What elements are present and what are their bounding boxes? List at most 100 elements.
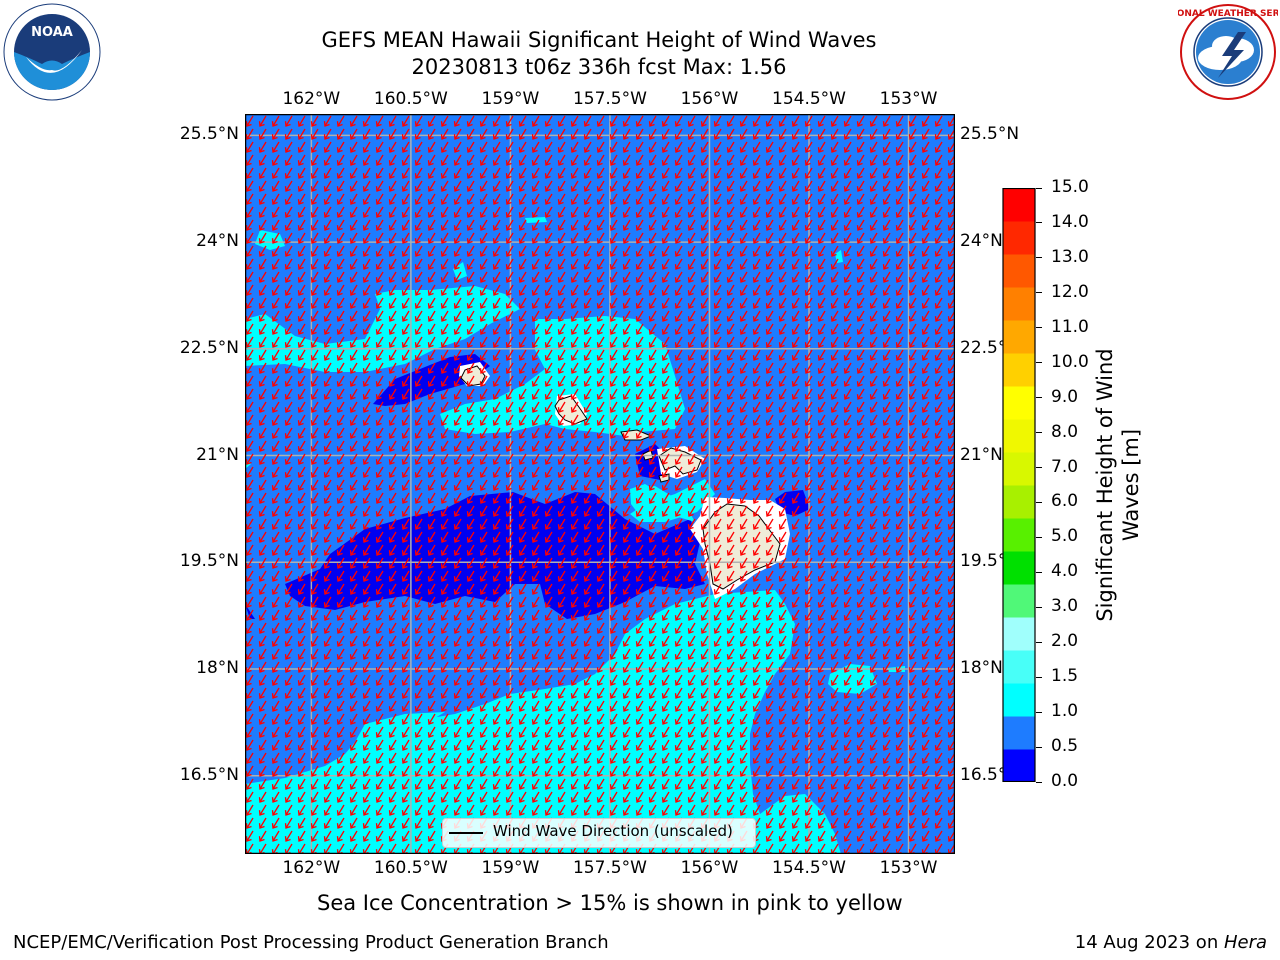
wave-direction-arrow: [583, 453, 592, 465]
wave-direction-arrow: [752, 661, 761, 673]
wave-direction-arrow: [843, 804, 852, 816]
wave-direction-arrow: [765, 830, 774, 842]
wave-direction-arrow: [505, 310, 514, 322]
wave-direction-arrow: [401, 336, 410, 348]
wave-direction-arrow: [687, 141, 696, 153]
wave-direction-arrow: [583, 648, 592, 660]
wave-direction-arrow: [830, 375, 839, 387]
wave-direction-arrow: [492, 518, 501, 530]
lat-label-right: 18°N: [960, 658, 1003, 678]
wave-direction-arrow: [804, 115, 813, 127]
wave-direction-arrow: [726, 752, 735, 764]
wave-direction-arrow: [622, 726, 631, 738]
wave-direction-arrow: [596, 791, 605, 803]
wave-direction-arrow: [284, 492, 293, 504]
wave-direction-arrow: [466, 466, 475, 478]
wave-direction-arrow: [791, 388, 800, 400]
wave-direction-arrow: [817, 505, 826, 517]
colorbar-tick-mark: [1036, 362, 1042, 364]
wave-direction-arrow: [583, 492, 592, 504]
wave-direction-arrow: [544, 362, 553, 374]
wave-direction-arrow: [349, 687, 358, 699]
wave-direction-arrow: [466, 310, 475, 322]
wave-direction-arrow: [271, 700, 280, 712]
wave-direction-arrow: [726, 336, 735, 348]
wave-direction-arrow: [284, 648, 293, 660]
wave-direction-arrow: [765, 388, 774, 400]
wave-direction-arrow: [843, 752, 852, 764]
wave-direction-arrow: [570, 284, 579, 296]
wave-direction-arrow: [661, 557, 670, 569]
wave-direction-arrow: [310, 609, 319, 621]
wave-direction-arrow: [570, 609, 579, 621]
wave-direction-arrow: [518, 440, 527, 452]
wave-direction-arrow: [349, 739, 358, 751]
wave-direction-arrow: [544, 479, 553, 491]
wave-direction-arrow: [518, 245, 527, 257]
wave-direction-arrow: [414, 193, 423, 205]
wave-direction-arrow: [687, 219, 696, 231]
wave-direction-arrow: [856, 687, 865, 699]
wave-direction-arrow: [947, 805, 954, 816]
wave-direction-arrow: [934, 297, 943, 309]
wave-direction-arrow: [544, 661, 553, 673]
wave-direction-arrow: [440, 583, 449, 595]
wave-direction-arrow: [323, 115, 332, 127]
map-title: GEFS MEAN Hawaii Significant Height of W…: [321, 28, 877, 52]
wave-direction-arrow: [687, 284, 696, 296]
wave-direction-arrow: [687, 271, 696, 283]
wave-direction-arrow: [492, 284, 501, 296]
wave-direction-arrow: [336, 323, 345, 335]
wave-direction-arrow: [583, 765, 592, 777]
wave-direction-arrow: [830, 791, 839, 803]
wave-direction-arrow: [765, 206, 774, 218]
wave-direction-arrow: [895, 817, 904, 829]
wave-direction-arrow: [505, 557, 514, 569]
wave-direction-arrow: [323, 193, 332, 205]
wave-direction-arrow: [310, 401, 319, 413]
wave-direction-arrow: [505, 609, 514, 621]
wave-direction-arrow: [375, 219, 384, 231]
wave-direction-arrow: [479, 739, 488, 751]
wave-direction-arrow: [739, 544, 748, 556]
wave-direction-arrow: [648, 258, 657, 270]
wave-direction-arrow: [323, 284, 332, 296]
wave-direction-arrow: [349, 440, 358, 452]
wave-direction-arrow: [336, 687, 345, 699]
wave-direction-arrow: [557, 297, 566, 309]
wave-direction-arrow: [427, 167, 436, 179]
wave-direction-arrow: [245, 453, 254, 465]
wave-direction-arrow: [492, 765, 501, 777]
wave-direction-arrow: [934, 453, 943, 465]
wave-direction-arrow: [765, 713, 774, 725]
wave-direction-arrow: [258, 531, 267, 543]
wave-direction-arrow: [245, 609, 254, 621]
wave-direction-arrow: [570, 544, 579, 556]
wave-direction-arrow: [375, 622, 384, 634]
colorbar-segment: [1003, 188, 1035, 222]
wave-direction-arrow: [570, 479, 579, 491]
wave-direction-arrow: [362, 206, 371, 218]
wave-direction-arrow: [947, 142, 954, 153]
wave-direction-arrow: [310, 648, 319, 660]
wave-direction-arrow: [661, 648, 670, 660]
wave-direction-arrow: [739, 154, 748, 166]
wave-direction-arrow: [388, 778, 397, 790]
wave-direction-arrow: [700, 583, 709, 595]
wave-direction-arrow: [245, 271, 254, 283]
wave-direction-arrow: [791, 284, 800, 296]
wave-direction-arrow: [258, 583, 267, 595]
wave-direction-arrow: [921, 349, 930, 361]
wave-direction-arrow: [323, 739, 332, 751]
wave-direction-arrow: [479, 440, 488, 452]
wave-direction-arrow: [713, 297, 722, 309]
wave-direction-arrow: [765, 752, 774, 764]
wave-direction-arrow: [258, 375, 267, 387]
wave-direction-arrow: [934, 531, 943, 543]
wave-direction-arrow: [583, 700, 592, 712]
wave-direction-arrow: [635, 219, 644, 231]
wave-direction-arrow: [440, 492, 449, 504]
wave-direction-arrow: [479, 193, 488, 205]
wave-direction-arrow: [869, 375, 878, 387]
wave-direction-arrow: [778, 323, 787, 335]
